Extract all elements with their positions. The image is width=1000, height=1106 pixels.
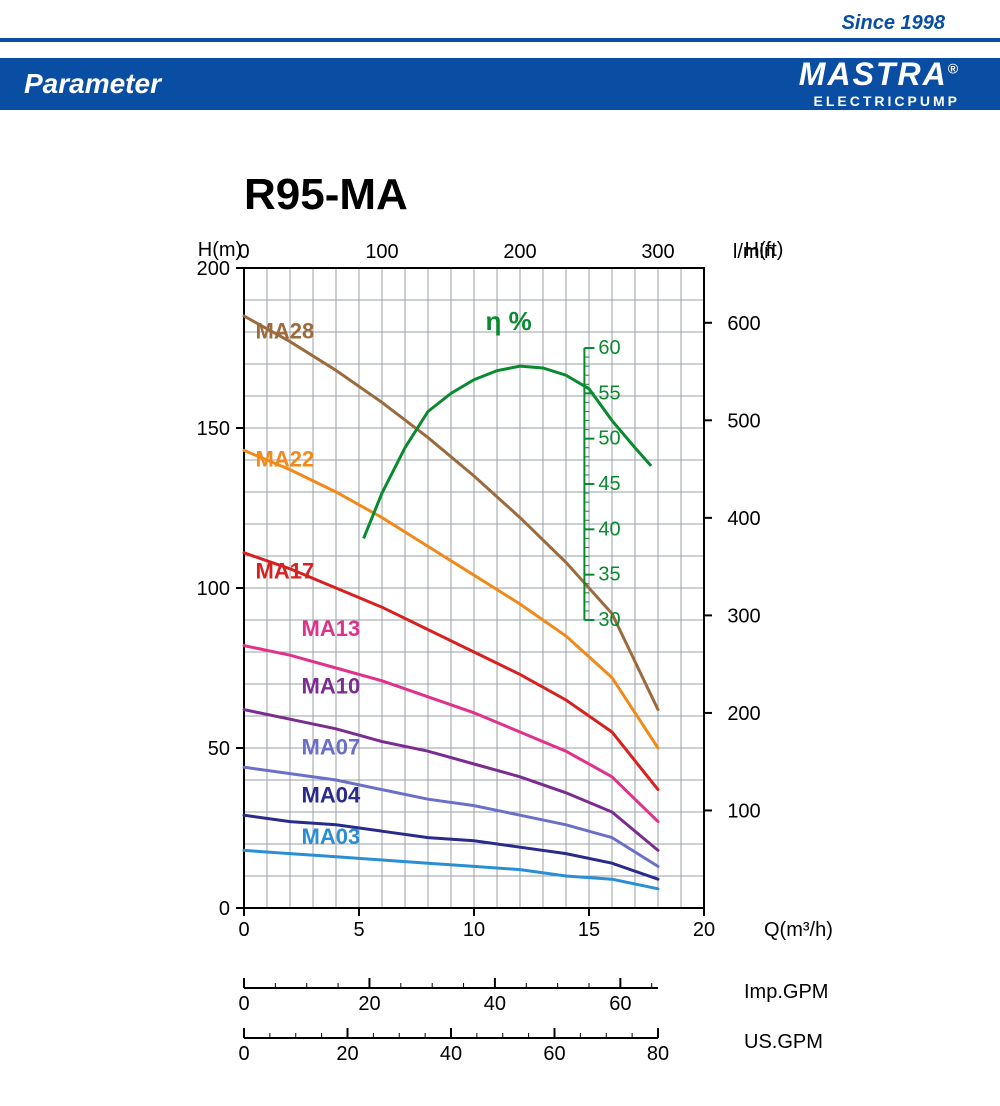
svg-text:MA04: MA04: [302, 782, 361, 807]
svg-text:40: 40: [484, 993, 506, 1015]
svg-text:MA07: MA07: [302, 734, 361, 759]
svg-text:MA13: MA13: [302, 616, 361, 641]
svg-text:100: 100: [365, 241, 398, 263]
svg-text:MA03: MA03: [302, 824, 361, 849]
pump-curve-chart: 050100150200H(m)0100200300l/min100200300…: [180, 228, 900, 1098]
svg-text:60: 60: [598, 337, 620, 359]
svg-text:20: 20: [336, 1043, 358, 1065]
svg-text:H(ft): H(ft): [745, 239, 784, 261]
brand-sub: ELECTRICPUMP: [799, 93, 960, 109]
header-rule: [0, 38, 1000, 42]
svg-text:300: 300: [641, 241, 674, 263]
svg-text:40: 40: [440, 1043, 462, 1065]
svg-text:MA17: MA17: [256, 558, 315, 583]
svg-text:150: 150: [197, 418, 230, 440]
svg-text:20: 20: [358, 993, 380, 1015]
svg-text:200: 200: [197, 258, 230, 280]
svg-text:100: 100: [197, 578, 230, 600]
svg-text:Imp.GPM: Imp.GPM: [744, 981, 828, 1003]
svg-text:35: 35: [598, 564, 620, 586]
since-text: Since 1998: [842, 12, 945, 35]
svg-text:200: 200: [503, 241, 536, 263]
svg-text:10: 10: [463, 919, 485, 941]
chart-container: R95-MA 050100150200H(m)0100200300l/min10…: [180, 170, 900, 1098]
svg-text:300: 300: [727, 605, 760, 627]
svg-text:200: 200: [727, 703, 760, 725]
svg-text:500: 500: [727, 410, 760, 432]
svg-text:20: 20: [693, 919, 715, 941]
svg-text:30: 30: [598, 609, 620, 631]
svg-text:η %: η %: [486, 306, 532, 336]
svg-text:0: 0: [238, 241, 249, 263]
svg-text:MA22: MA22: [256, 446, 315, 471]
svg-text:600: 600: [727, 313, 760, 335]
svg-text:50: 50: [598, 428, 620, 450]
svg-text:MA10: MA10: [302, 674, 361, 699]
svg-text:400: 400: [727, 508, 760, 530]
svg-text:Q(m³/h): Q(m³/h): [764, 919, 833, 941]
svg-text:H(m): H(m): [198, 239, 242, 261]
chart-title: R95-MA: [244, 170, 900, 220]
svg-text:MA28: MA28: [256, 318, 315, 343]
svg-text:0: 0: [219, 898, 230, 920]
svg-text:40: 40: [598, 518, 620, 540]
svg-text:0: 0: [238, 993, 249, 1015]
svg-text:80: 80: [647, 1043, 669, 1065]
svg-text:15: 15: [578, 919, 600, 941]
svg-text:US.GPM: US.GPM: [744, 1031, 823, 1053]
svg-text:5: 5: [353, 919, 364, 941]
banner-title: Parameter: [24, 68, 161, 100]
brand-logo: MASTRA®: [799, 56, 960, 93]
brand-logo-text: MASTRA: [799, 56, 948, 92]
svg-text:60: 60: [543, 1043, 565, 1065]
brand-reg: ®: [948, 60, 960, 76]
svg-text:0: 0: [238, 919, 249, 941]
svg-text:45: 45: [598, 473, 620, 495]
svg-text:100: 100: [727, 800, 760, 822]
svg-text:55: 55: [598, 382, 620, 404]
svg-text:60: 60: [609, 993, 631, 1015]
svg-text:50: 50: [208, 738, 230, 760]
brand-block: MASTRA® ELECTRICPUMP: [799, 56, 960, 109]
svg-text:0: 0: [238, 1043, 249, 1065]
